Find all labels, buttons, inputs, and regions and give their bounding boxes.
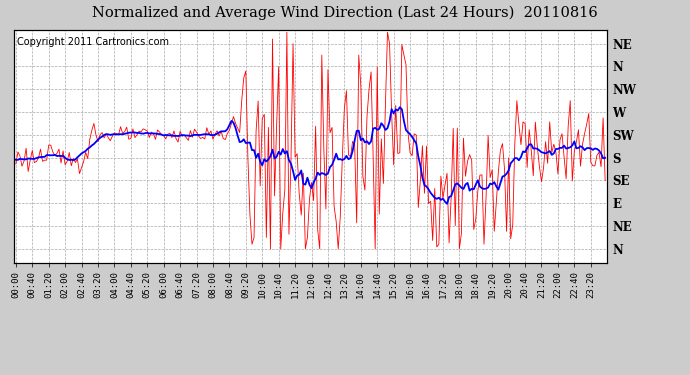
Text: Normalized and Average Wind Direction (Last 24 Hours)  20110816: Normalized and Average Wind Direction (L… — [92, 6, 598, 20]
Text: Copyright 2011 Cartronics.com: Copyright 2011 Cartronics.com — [17, 37, 169, 47]
